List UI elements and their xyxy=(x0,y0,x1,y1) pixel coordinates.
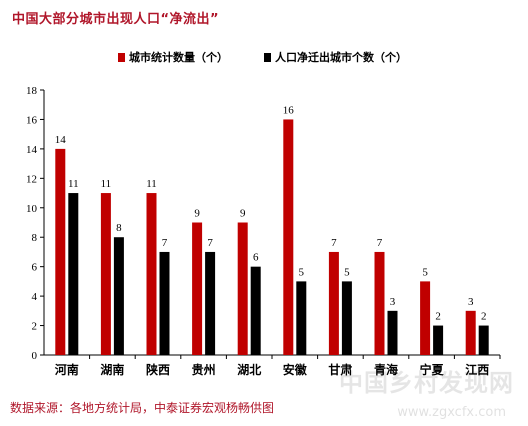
bar-series-2 xyxy=(387,310,398,355)
data-label-series-1: 9 xyxy=(240,208,246,220)
bar-series-1 xyxy=(192,222,203,355)
y-tick-label: 8 xyxy=(32,232,38,244)
bar-series-1 xyxy=(55,148,66,355)
bar-series-1 xyxy=(420,281,431,355)
data-label-series-2: 7 xyxy=(207,237,213,249)
data-label-series-1: 5 xyxy=(422,266,428,278)
y-tick-label: 6 xyxy=(32,262,38,274)
bar-series-2 xyxy=(68,193,79,355)
watermark: 中国乡村发现网 xyxy=(339,369,514,397)
y-tick-label: 16 xyxy=(26,114,38,126)
bar-series-2 xyxy=(478,325,489,355)
x-tick-label: 贵州 xyxy=(192,362,216,377)
legend-label-series-1: 城市统计数量（个） xyxy=(129,50,228,64)
bar-series-1 xyxy=(283,119,294,355)
data-label-series-1: 11 xyxy=(146,178,157,190)
data-label-series-2: 5 xyxy=(299,266,305,278)
data-label-series-2: 5 xyxy=(344,266,350,278)
y-tick-label: 4 xyxy=(32,291,38,303)
y-axis: 0 2 4 6 8 10 12 14 16 18 xyxy=(26,85,45,362)
x-tick-label: 湖北 xyxy=(237,362,261,377)
bar-series-2 xyxy=(433,325,444,355)
y-tick-label: 10 xyxy=(26,203,38,215)
watermark-url: www.zgxcfx.com xyxy=(397,405,506,420)
y-tick-label: 12 xyxy=(26,173,37,185)
y-tick-label: 14 xyxy=(26,144,38,156)
bar-series-1 xyxy=(465,310,476,355)
data-label-series-1: 7 xyxy=(377,237,383,249)
bar-series-2 xyxy=(159,251,170,355)
x-tick-label: 河南 xyxy=(54,362,79,377)
bar-series-2 xyxy=(341,281,352,355)
y-tick-label: 18 xyxy=(26,85,38,97)
data-label-series-2: 3 xyxy=(390,296,396,308)
x-tick-label: 湖南 xyxy=(100,362,124,377)
bar-series-2 xyxy=(113,237,124,355)
legend-swatch-series-1 xyxy=(118,53,125,62)
bar-series-2 xyxy=(205,251,216,355)
bar-series-2 xyxy=(250,266,261,355)
bars xyxy=(55,119,489,355)
data-label-series-2: 7 xyxy=(162,237,168,249)
x-tick-label: 甘肃 xyxy=(328,362,352,377)
data-label-series-2: 2 xyxy=(481,311,487,323)
legend: 城市统计数量（个） 人口净迁出城市个数（个） xyxy=(118,50,407,64)
bar-series-1 xyxy=(100,193,111,355)
bar-series-1 xyxy=(374,251,385,355)
data-label-series-1: 11 xyxy=(101,178,112,190)
legend-swatch-series-2 xyxy=(264,53,271,62)
y-tick-label: 2 xyxy=(32,321,38,333)
chart-title: 中国大部分城市出现人口“净流出” xyxy=(12,12,220,27)
data-label-series-1: 7 xyxy=(331,237,337,249)
data-label-series-2: 11 xyxy=(68,178,79,190)
data-label-series-2: 2 xyxy=(435,311,441,323)
data-label-series-1: 16 xyxy=(283,104,295,116)
x-tick-label: 安徽 xyxy=(283,362,308,377)
bar-series-2 xyxy=(296,281,307,355)
y-tick-label: 0 xyxy=(32,350,38,362)
x-tick-label: 陕西 xyxy=(146,362,170,377)
bar-series-1 xyxy=(237,222,248,355)
x-tick-label: 宁夏 xyxy=(420,362,445,377)
data-label-series-1: 3 xyxy=(468,296,474,308)
x-tick-label: 江西 xyxy=(465,362,489,377)
source-note: 数据来源：各地方统计局，中泰证券宏观杨畅供图 xyxy=(10,401,275,415)
bar-series-1 xyxy=(328,251,339,355)
x-tick-label: 青海 xyxy=(374,362,398,377)
data-label-series-1: 9 xyxy=(194,208,200,220)
bar-series-1 xyxy=(146,193,157,355)
legend-label-series-2: 人口净迁出城市个数（个） xyxy=(275,50,407,64)
data-label-series-2: 6 xyxy=(253,252,259,264)
data-label-series-2: 8 xyxy=(116,222,122,234)
data-label-series-1: 14 xyxy=(55,134,67,146)
